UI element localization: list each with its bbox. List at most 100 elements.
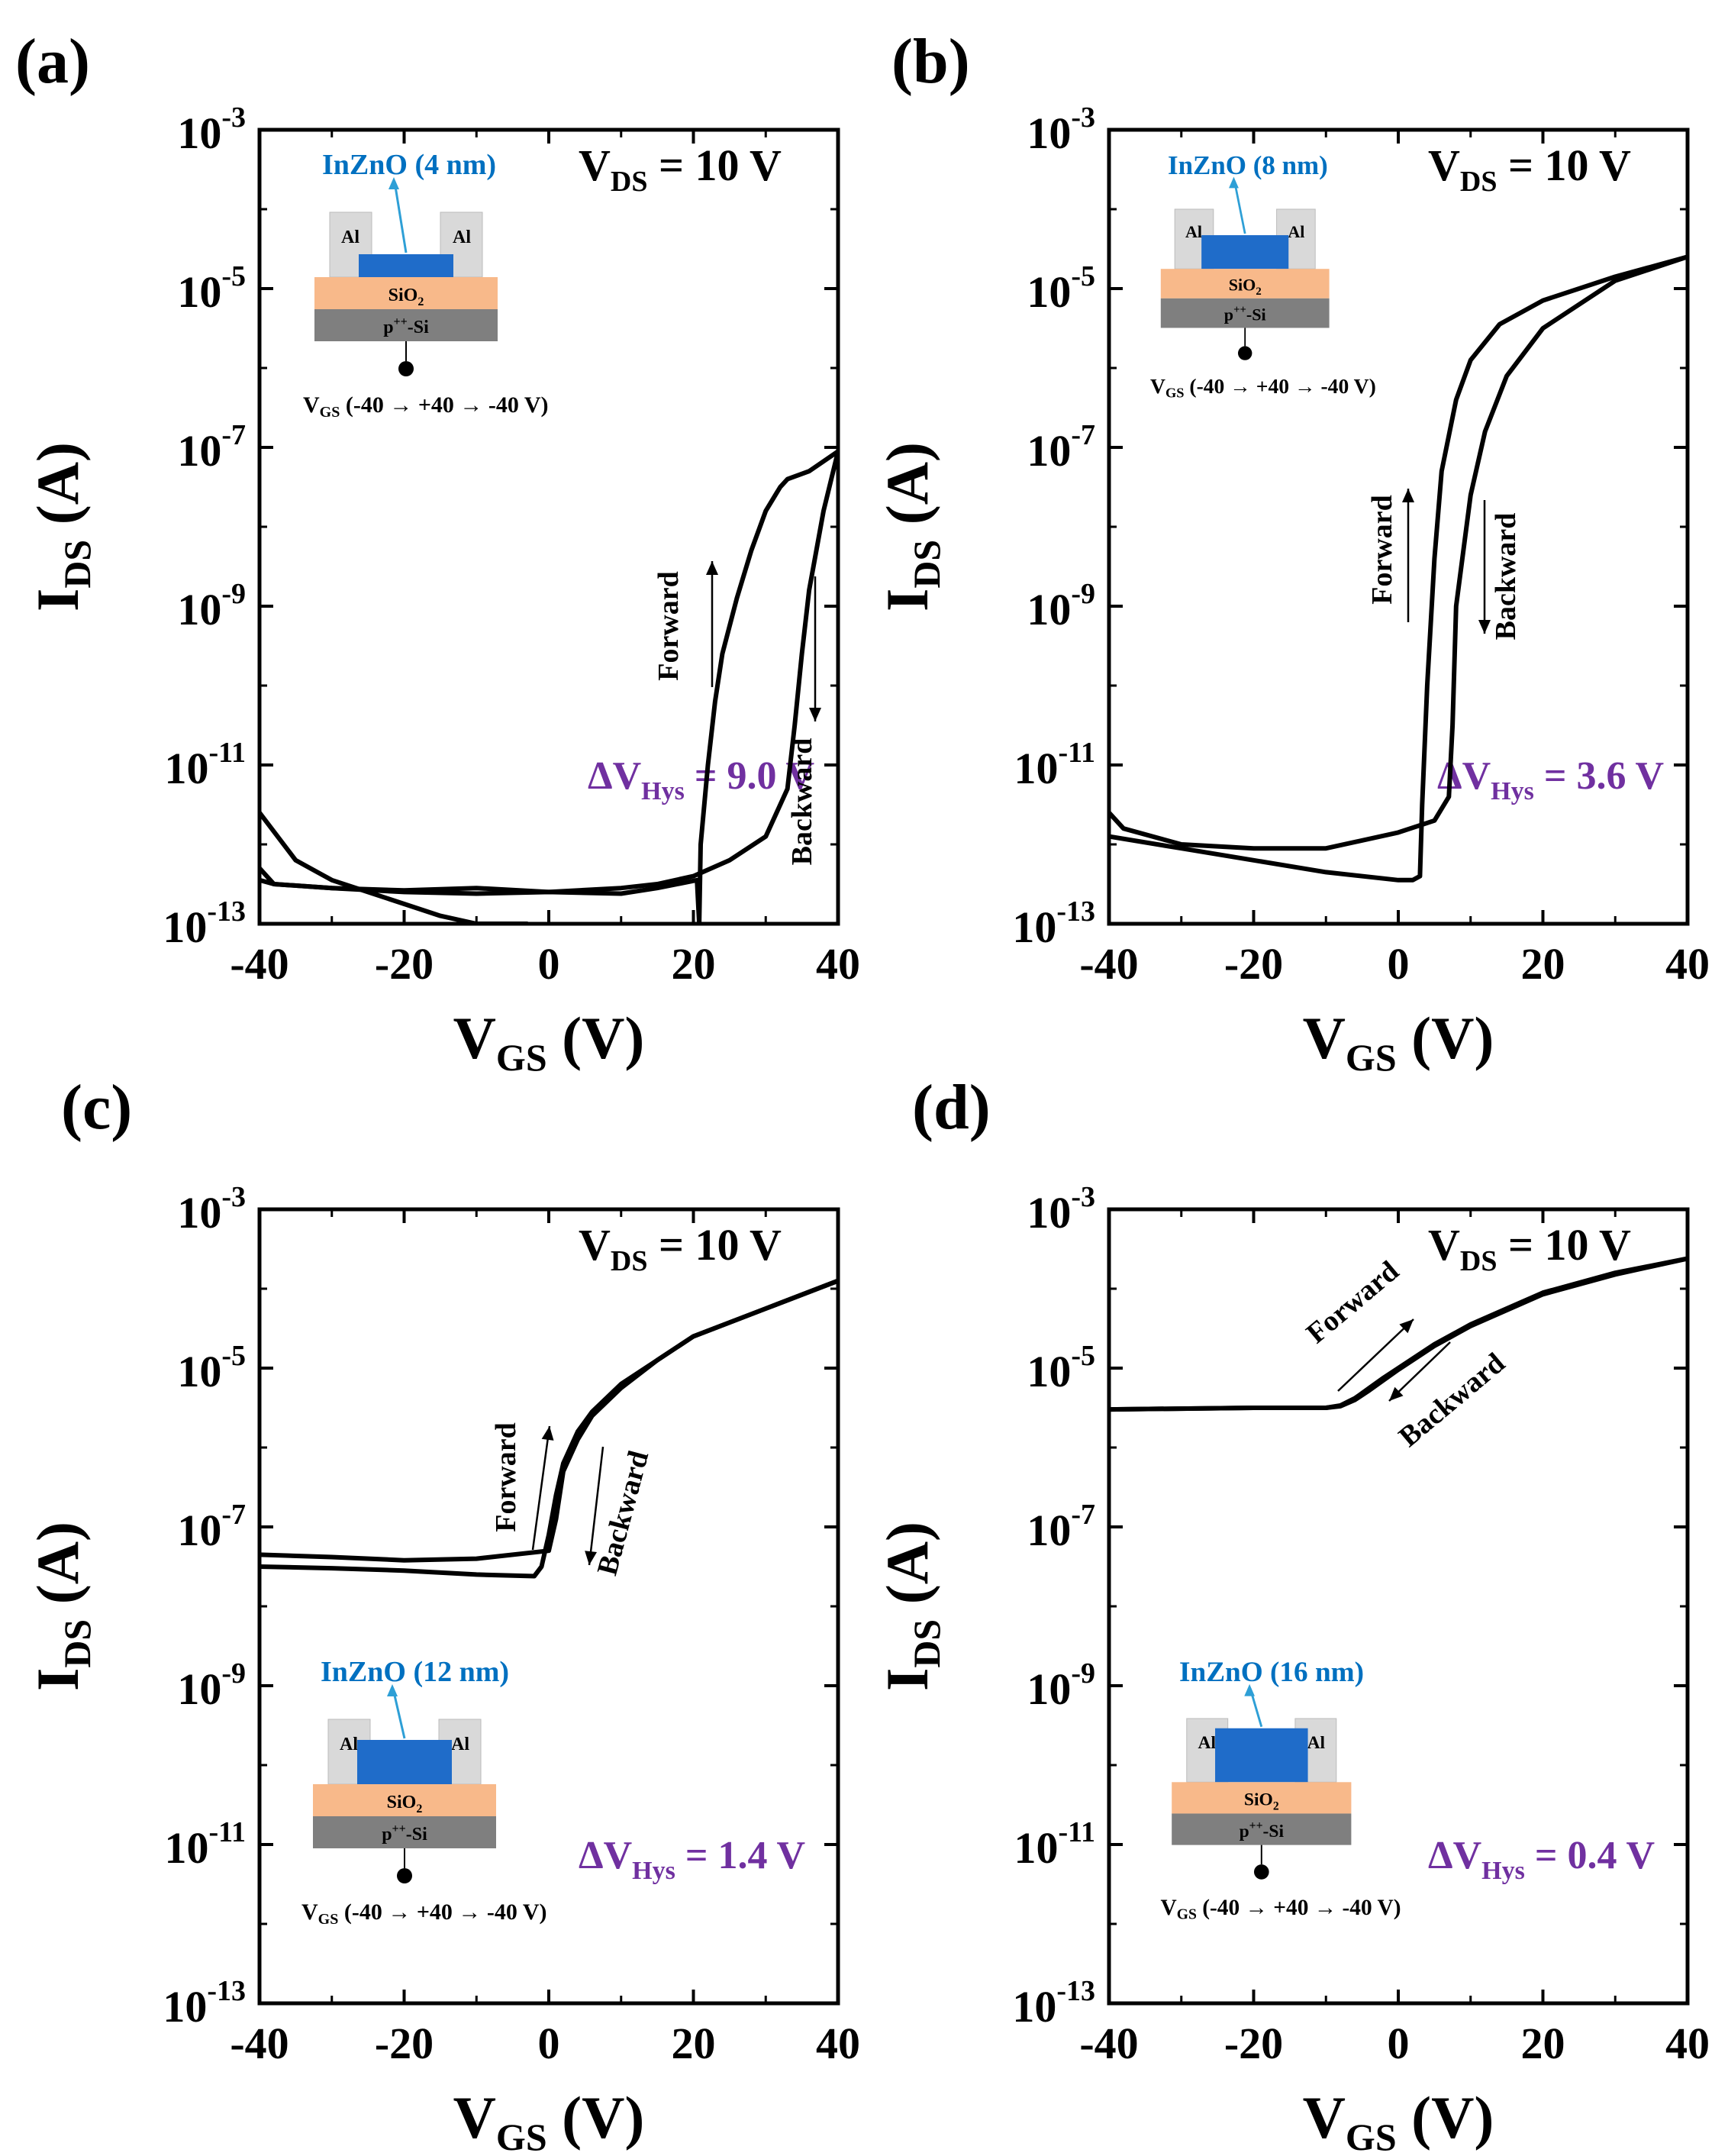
y-tick-label: 10-9 [1027, 1657, 1095, 1714]
sio2-layer [1172, 1782, 1352, 1814]
inznO-film [1215, 1728, 1308, 1783]
y-tick-label: 10-7 [1027, 1499, 1095, 1555]
hysteresis-annotation: ΔVHys = 1.4 V [579, 1834, 805, 1885]
electrode-label-left: Al [340, 1735, 358, 1754]
x-tick-label: 20 [672, 939, 716, 989]
y-tick-label: 10-11 [1014, 737, 1095, 793]
backward-arrow-head [1478, 620, 1491, 634]
gate-contact [1254, 1864, 1269, 1880]
film-thickness-label: InZnO (8 nm) [1168, 150, 1328, 180]
backward-arrow-head [585, 1551, 598, 1565]
x-tick-label: 40 [1665, 939, 1710, 989]
x-tick-label: 20 [1521, 939, 1565, 989]
panel-label: (a) [15, 26, 90, 97]
gate-sweep-label: VGS (-40 → +40 → -40 V) [1161, 1896, 1401, 1923]
x-tick-label: 40 [816, 939, 860, 989]
silicon-substrate [314, 309, 498, 341]
forward-label: Forward [653, 571, 685, 681]
backward-arrow [1388, 1341, 1451, 1402]
y-tick-label: 10-3 [177, 102, 246, 158]
x-tick-label: -20 [375, 939, 434, 989]
y-tick-label: 10-13 [1012, 1975, 1095, 2032]
gate-sweep-label: VGS (-40 → +40 → -40 V) [301, 1899, 547, 1928]
x-axis-label: VGS (V) [453, 2084, 645, 2156]
hysteresis-annotation: ΔVHys = 0.4 V [1428, 1834, 1655, 1885]
forward-arrow-head [1399, 1319, 1414, 1334]
substrate-label: p++-Si [1224, 304, 1266, 324]
x-tick-label: 40 [816, 2019, 860, 2068]
panel-label: (c) [61, 1072, 132, 1143]
sio2-label: SiO2 [1229, 276, 1262, 299]
film-pointer-arrowhead [387, 1684, 398, 1696]
inznO-film [359, 254, 453, 277]
substrate-label: p++-Si [383, 315, 429, 337]
plot-frame [1107, 1207, 1690, 2006]
film-pointer-arrowhead [1229, 176, 1239, 189]
backward-arrow-head [809, 708, 821, 721]
electrode-label-right: Al [451, 1735, 469, 1754]
forward-arrow [531, 1425, 551, 1551]
gate-sweep-label: VGS (-40 → +40 → -40 V) [303, 392, 549, 421]
film-pointer-arrowhead [1244, 1683, 1255, 1696]
silicon-substrate [1172, 1813, 1352, 1845]
forward-arrow [1337, 1318, 1414, 1392]
sio2-layer [313, 1784, 496, 1816]
y-axis-label: IDS (A) [24, 442, 98, 612]
gate-contact [398, 361, 414, 376]
curves [1109, 254, 1688, 883]
series-forward [1109, 254, 1688, 883]
x-axis-label: VGS (V) [453, 1005, 645, 1079]
panel-d: (d) -40 -20 0 20 40 10-13 10-11 10-9 10-7 10-5 10-3… [874, 1072, 1710, 2156]
series-backward [1109, 1256, 1688, 1412]
y-tick-label: 10-5 [177, 260, 246, 317]
y-tick-label: 10-7 [177, 419, 246, 476]
gate-contact [397, 1868, 412, 1883]
inznO-film [357, 1740, 452, 1784]
substrate-label: p++-Si [1240, 1819, 1285, 1841]
y-axis-label: IDS (A) [874, 442, 948, 612]
y-axis-label: IDS (A) [24, 1522, 98, 1691]
y-tick-label: 10-5 [1027, 260, 1095, 317]
sio2-label: SiO2 [388, 286, 424, 308]
x-tick-label: 0 [538, 939, 560, 989]
x-tick-label: -40 [1079, 939, 1138, 989]
y-tick-label: 10-11 [1014, 1816, 1095, 1873]
panel-a: (a) -40 -20 0 20 40 10-13 10-11 10-9 10-7 10-5 10-3… [15, 26, 860, 1079]
film-thickness-label: InZnO (16 nm) [1179, 1657, 1364, 1688]
silicon-substrate [1160, 298, 1330, 328]
plot-frame [257, 1207, 840, 2006]
film-thickness-label: InZnO (12 nm) [321, 1656, 509, 1688]
sio2-label: SiO2 [387, 1793, 423, 1815]
inznO-film [1201, 235, 1289, 270]
y-axis-label: IDS (A) [874, 1522, 948, 1691]
hysteresis-annotation: ΔVHys = 9.0 V [588, 754, 814, 805]
forward-label: Forward [1366, 495, 1398, 605]
sio2-layer [314, 277, 498, 309]
device-inset-1: InZnO (8 nm) Al Al SiO2 p++-Si VGS (-40 → +40… [1150, 150, 1376, 401]
y-tick-label: 10-11 [164, 737, 246, 793]
electrode-label-right: Al [453, 228, 471, 247]
x-tick-label: 20 [1521, 2019, 1565, 2068]
curves [260, 449, 838, 924]
x-tick-label: 0 [1388, 939, 1410, 989]
forward-arrow-head [541, 1426, 554, 1441]
forward-label: Forward [490, 1422, 522, 1532]
x-tick-label: 0 [1388, 2019, 1410, 2068]
electrode-label-right: Al [1288, 222, 1304, 241]
series-forward [260, 449, 838, 924]
y-tick-label: 10-13 [1012, 896, 1095, 952]
y-tick-label: 10-13 [163, 896, 246, 952]
electrode-label-left: Al [341, 228, 359, 247]
device-inset-3: InZnO (16 nm) Al Al SiO2 p++-Si VGS (-40 → +4… [1161, 1657, 1401, 1923]
panel-label: (b) [891, 26, 970, 97]
series-backward [260, 1278, 838, 1563]
vds-annotation: VDS = 10 V [1428, 1220, 1631, 1277]
film-pointer-line [1233, 180, 1246, 234]
panel-label: (d) [912, 1072, 991, 1143]
curves [260, 1278, 838, 1579]
gate-contact [1238, 346, 1252, 360]
x-tick-label: -20 [375, 2019, 434, 2068]
film-pointer-line [393, 181, 408, 253]
x-tick-label: -20 [1224, 939, 1283, 989]
forward-arrow-head [1402, 489, 1414, 502]
